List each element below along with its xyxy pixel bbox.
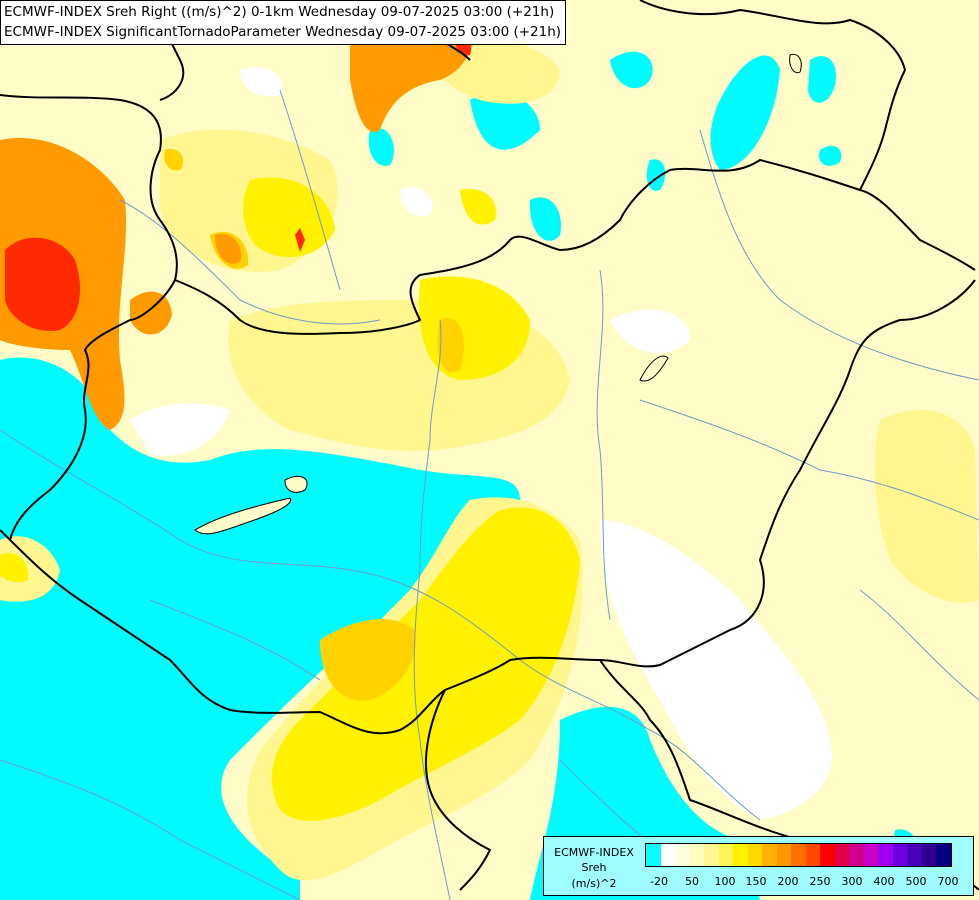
- legend-swatch-11: [805, 844, 820, 866]
- rivers: [0, 89, 979, 900]
- legend-swatch-7: [747, 844, 762, 866]
- legend-swatch-19: [921, 844, 936, 866]
- legend-swatch-18: [907, 844, 922, 866]
- map-title-box: ECMWF-INDEX Sreh Right ((m/s)^2) 0-1km W…: [0, 0, 567, 45]
- legend-color-scale: [645, 843, 952, 867]
- legend-swatch-4: [704, 844, 719, 866]
- white-regions: [130, 67, 832, 820]
- legend-tick-150: 150: [745, 875, 767, 888]
- legend-swatch-1: [660, 844, 675, 866]
- legend-swatch-9: [776, 844, 791, 866]
- legend-swatch-8: [762, 844, 777, 866]
- legend-swatch-0: [646, 844, 661, 866]
- legend-swatch-14: [849, 844, 864, 866]
- legend-tick-300: 300: [841, 875, 863, 888]
- legend-model-label: ECMWF-INDEX: [554, 846, 634, 859]
- legend-swatch-13: [834, 844, 849, 866]
- legend-tick-100: 100: [714, 875, 736, 888]
- legend-swatch-3: [689, 844, 704, 866]
- legend-unit-label: (m/s)^2: [571, 877, 617, 890]
- legend-tick-50: 50: [685, 875, 699, 888]
- lakes: [194, 53, 802, 535]
- title-line-2: ECMWF-INDEX SignificantTornadoParameter …: [4, 24, 562, 40]
- legend-tick--20: -20: [650, 875, 668, 888]
- legend-field-label: Sreh: [581, 861, 607, 874]
- legend-tick-700: 700: [937, 875, 959, 888]
- legend-swatch-5: [718, 844, 733, 866]
- legend-tick-250: 250: [809, 875, 831, 888]
- legend-swatch-16: [878, 844, 893, 866]
- legend-swatch-6: [733, 844, 748, 866]
- legend-swatch-12: [820, 844, 835, 866]
- color-legend: ECMWF-INDEX Sreh (m/s)^2 -20 50 100 150 200 2…: [543, 836, 974, 896]
- legend-swatch-15: [863, 844, 878, 866]
- legend-tick-200: 200: [777, 875, 799, 888]
- legend-swatch-20: [936, 844, 951, 866]
- legend-swatch-17: [892, 844, 907, 866]
- legend-swatch-2: [675, 844, 690, 866]
- legend-tick-500: 500: [905, 875, 927, 888]
- legend-ticks: -20 50 100 150 200 250 300 400 500 700: [645, 875, 970, 889]
- legend-tick-400: 400: [873, 875, 895, 888]
- legend-swatch-10: [791, 844, 806, 866]
- title-line-1: ECMWF-INDEX Sreh Right ((m/s)^2) 0-1km W…: [4, 4, 555, 20]
